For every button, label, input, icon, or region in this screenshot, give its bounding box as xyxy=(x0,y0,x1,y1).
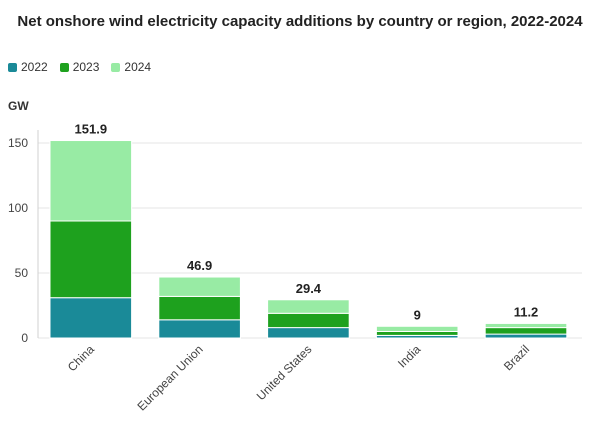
x-tick-label-india: India xyxy=(395,342,424,371)
bar-united-states-2022 xyxy=(267,327,350,339)
total-label-india: 9 xyxy=(414,307,421,322)
legend-swatch-2024 xyxy=(111,62,121,72)
bar-india-2023 xyxy=(375,331,459,336)
legend-item-2024[interactable]: 2024 xyxy=(111,60,151,74)
total-label-brazil: 11.2 xyxy=(514,304,539,319)
total-label-china: 151.9 xyxy=(75,122,108,137)
bar-european-union-2023 xyxy=(158,295,241,321)
y-tick-label-50: 50 xyxy=(15,266,29,280)
legend-label-2023: 2023 xyxy=(72,60,100,74)
bar-united-states-2024 xyxy=(267,299,350,314)
bar-china-2022 xyxy=(49,297,133,339)
x-tick-label-european-union: European Union xyxy=(134,342,205,413)
y-tick-label-150: 150 xyxy=(8,136,28,150)
total-label-united-states: 29.4 xyxy=(296,281,322,296)
legend-swatch-2023 xyxy=(59,62,69,72)
bar-china-2024 xyxy=(49,140,133,222)
x-tick-label-brazil: Brazil xyxy=(501,342,532,373)
y-tick-label-100: 100 xyxy=(8,201,28,215)
legend-item-2022[interactable]: 2022 xyxy=(8,60,48,74)
y-tick-label-0: 0 xyxy=(21,331,28,345)
bar-united-states-2023 xyxy=(267,312,350,329)
bar-brazil-2023 xyxy=(484,327,568,335)
bar-european-union-2024 xyxy=(158,276,241,297)
bar-brazil-2024 xyxy=(484,322,568,329)
legend-swatch-2022 xyxy=(8,62,17,72)
legend-label-2022: 2022 xyxy=(21,60,48,74)
total-label-european-union: 46.9 xyxy=(187,258,212,273)
legend: 2022 2023 2024 xyxy=(8,60,151,74)
bar-european-union-2022 xyxy=(158,319,241,339)
y-axis-label: GW xyxy=(8,99,29,113)
x-tick-label-china: China xyxy=(65,342,97,374)
bar-india-2024 xyxy=(375,325,459,332)
bar-china-2023 xyxy=(49,220,133,299)
legend-label-2024: 2024 xyxy=(124,60,152,74)
chart-title: Net onshore wind electricity capacity ad… xyxy=(17,13,583,30)
x-tick-label-united-states: United States xyxy=(254,342,315,403)
legend-item-2023[interactable]: 2023 xyxy=(59,60,100,74)
bar-brazil-2022 xyxy=(484,333,568,339)
